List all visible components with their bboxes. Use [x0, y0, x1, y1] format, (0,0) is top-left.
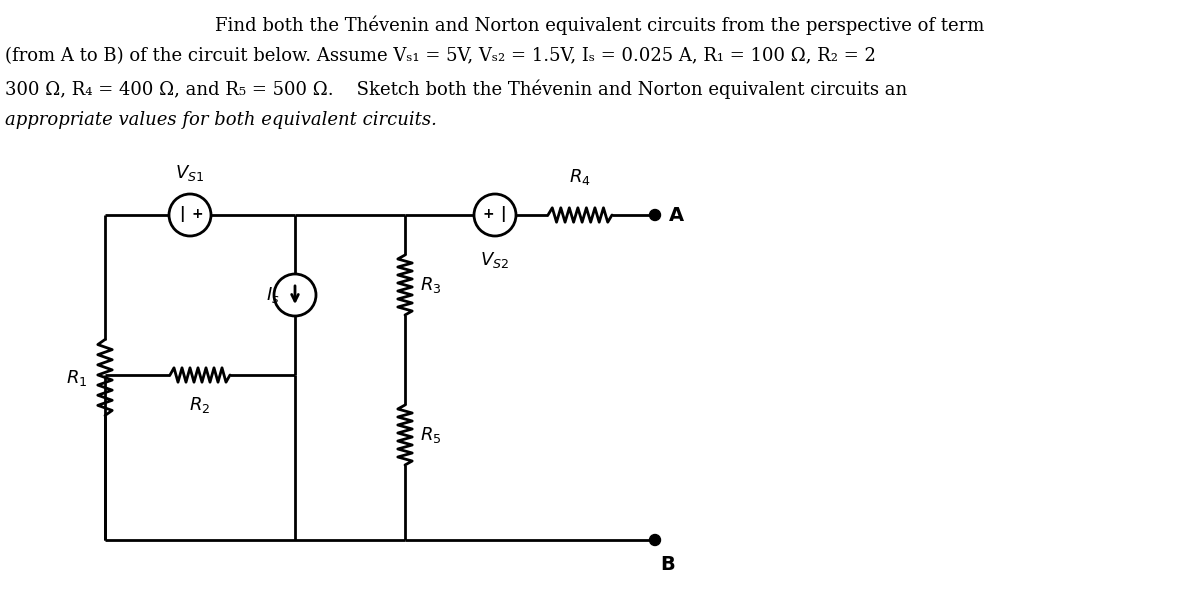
- Text: $V_{S2}$: $V_{S2}$: [480, 250, 510, 270]
- Text: 300 Ω, R₄ = 400 Ω, and R₅ = 500 Ω.    Sketch both the Thévenin and Norton equiva: 300 Ω, R₄ = 400 Ω, and R₅ = 500 Ω. Sketc…: [5, 79, 907, 99]
- Text: $I_s$: $I_s$: [266, 285, 280, 305]
- Circle shape: [649, 534, 660, 546]
- Text: $R_1$: $R_1$: [66, 368, 88, 387]
- Text: B: B: [660, 555, 674, 574]
- Text: appropriate values for both equivalent circuits.: appropriate values for both equivalent c…: [5, 111, 437, 129]
- Text: A: A: [670, 205, 684, 224]
- Text: $R_4$: $R_4$: [569, 167, 590, 187]
- Text: $R_2$: $R_2$: [190, 395, 211, 415]
- Circle shape: [649, 209, 660, 221]
- Text: $R_5$: $R_5$: [420, 425, 442, 445]
- Text: +: +: [482, 207, 494, 221]
- Text: (from A to B) of the circuit below. Assume Vₛ₁ = 5V, Vₛ₂ = 1.5V, Iₛ = 0.025 A, R: (from A to B) of the circuit below. Assu…: [5, 47, 876, 65]
- Text: |: |: [500, 206, 506, 222]
- Text: Find both the Thévenin and Norton equivalent circuits from the perspective of te: Find both the Thévenin and Norton equiva…: [215, 15, 985, 35]
- Text: |: |: [179, 206, 185, 222]
- Text: +: +: [191, 207, 203, 221]
- Text: $R_3$: $R_3$: [420, 275, 442, 295]
- Text: $V_{S1}$: $V_{S1}$: [175, 163, 204, 183]
